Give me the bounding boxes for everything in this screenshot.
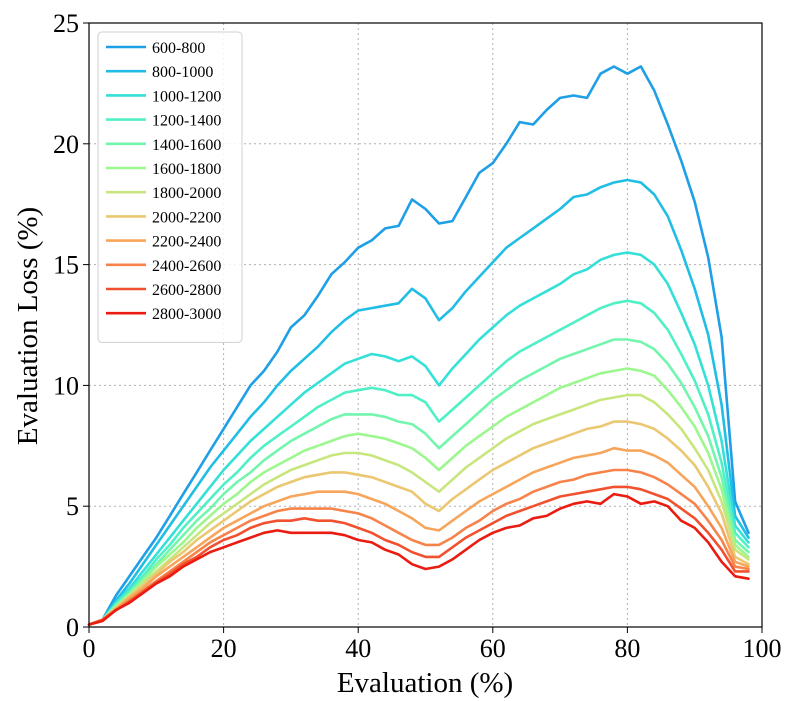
y-tick-label: 5 (66, 492, 79, 521)
x-tick-label: 40 (345, 634, 371, 663)
legend-entry: 2800-3000 (152, 306, 221, 323)
series-line-800-1000 (87, 178, 750, 626)
series-line-1800-2000 (87, 393, 750, 626)
y-tick-label: 25 (53, 9, 79, 38)
legend-entry: 2600-2800 (152, 282, 221, 299)
series-line-1600-1800 (87, 367, 750, 626)
grid (89, 23, 762, 627)
legend-entry: 1600-1800 (152, 161, 221, 178)
y-tick-label: 20 (53, 130, 79, 159)
axis-ticks: 0 20 40 60 80 100 0 5 10 15 20 25 (53, 9, 782, 663)
x-axis-label: Evaluation (%) (337, 667, 513, 699)
series-line-600-800 (87, 65, 750, 626)
legend-entry: 1000-1200 (152, 88, 221, 105)
y-tick-label: 0 (66, 613, 79, 642)
x-tick-label: 20 (211, 634, 237, 663)
legend-entry: 1800-2000 (152, 185, 221, 202)
x-tick-label: 100 (743, 634, 782, 663)
legend-entry: 1400-1600 (152, 137, 221, 154)
legend-entry: 2000-2200 (152, 209, 221, 226)
series-line-1200-1400 (87, 299, 750, 626)
legend-entry: 2200-2400 (152, 234, 221, 251)
legend-entry: 600-800 (152, 40, 205, 57)
legend-entry: 1200-1400 (152, 113, 221, 130)
x-tick-label: 60 (480, 634, 506, 663)
legend-entry: 800-1000 (152, 64, 213, 81)
series-line-2600-2800 (87, 485, 750, 626)
y-axis-label: Evaluation Loss (%) (12, 207, 44, 445)
series-line-2200-2400 (87, 446, 750, 626)
plot-frame (88, 22, 763, 628)
series-line-1000-1200 (87, 251, 750, 626)
legend: 600-800 800-1000 1000-1200 1200-1400 1400-16… (97, 31, 243, 343)
x-tick-label: 80 (614, 634, 640, 663)
y-tick-label: 10 (53, 371, 79, 400)
series-lines (87, 65, 750, 626)
series-line-2000-2200 (87, 420, 750, 626)
series-line-2800-3000 (87, 492, 750, 626)
y-tick-label: 15 (53, 251, 79, 280)
legend-entry: 2400-2600 (152, 258, 221, 275)
x-tick-label: 0 (83, 634, 96, 663)
series-line-2400-2600 (87, 468, 750, 626)
series-line-1400-1600 (87, 338, 750, 626)
